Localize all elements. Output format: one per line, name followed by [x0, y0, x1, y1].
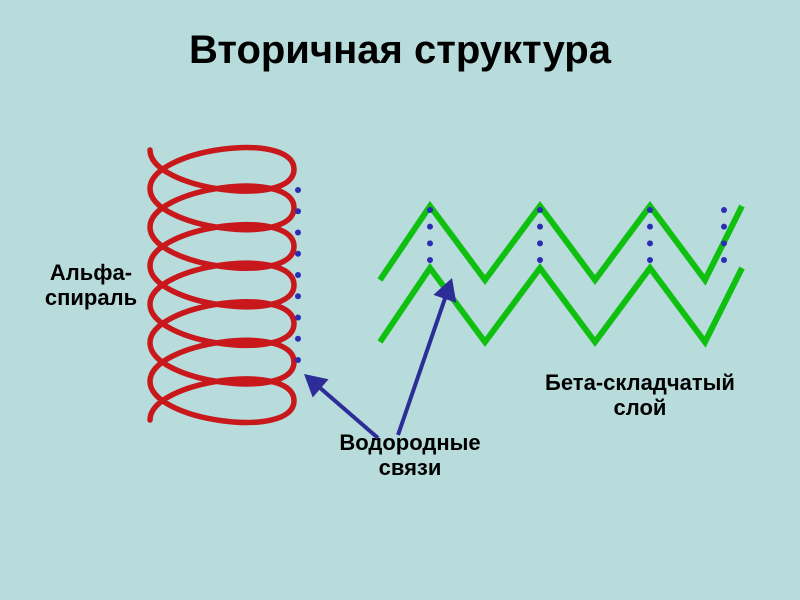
helix-hbond-dot — [295, 315, 301, 321]
alpha-helix-shape — [150, 148, 294, 423]
helix-hbond-dot — [295, 230, 301, 236]
helix-hbond-dot — [295, 336, 301, 342]
beta-hbond-dot — [427, 224, 433, 230]
beta-hbond-dot — [647, 257, 653, 263]
beta-hbond-dot — [427, 240, 433, 246]
diagram-svg — [0, 0, 800, 600]
beta-hbond-dot — [721, 207, 727, 213]
beta-hbond-dot — [427, 257, 433, 263]
beta-hbond-dot — [721, 240, 727, 246]
beta-hbond-dot — [647, 240, 653, 246]
beta-hbond-dot — [537, 257, 543, 263]
beta-hbond-dot — [647, 224, 653, 230]
helix-hbond-dot — [295, 357, 301, 363]
beta-hbond-dot — [647, 207, 653, 213]
helix-hbond-dot — [295, 208, 301, 214]
helix-hbond-dot — [295, 272, 301, 278]
beta-hbond-dot — [537, 207, 543, 213]
beta-hbond-dot — [427, 207, 433, 213]
arrow-line — [312, 381, 378, 438]
helix-hbond-dot — [295, 293, 301, 299]
beta-hbond-dot — [537, 240, 543, 246]
beta-hbond-dot — [721, 224, 727, 230]
beta-hbond-dot — [537, 224, 543, 230]
slide: Вторичная структура Альфа- спираль Водор… — [0, 0, 800, 600]
helix-hbond-dot — [295, 251, 301, 257]
helix-hbond-dot — [295, 187, 301, 193]
arrow-line — [398, 288, 448, 435]
beta-hbond-dot — [721, 257, 727, 263]
